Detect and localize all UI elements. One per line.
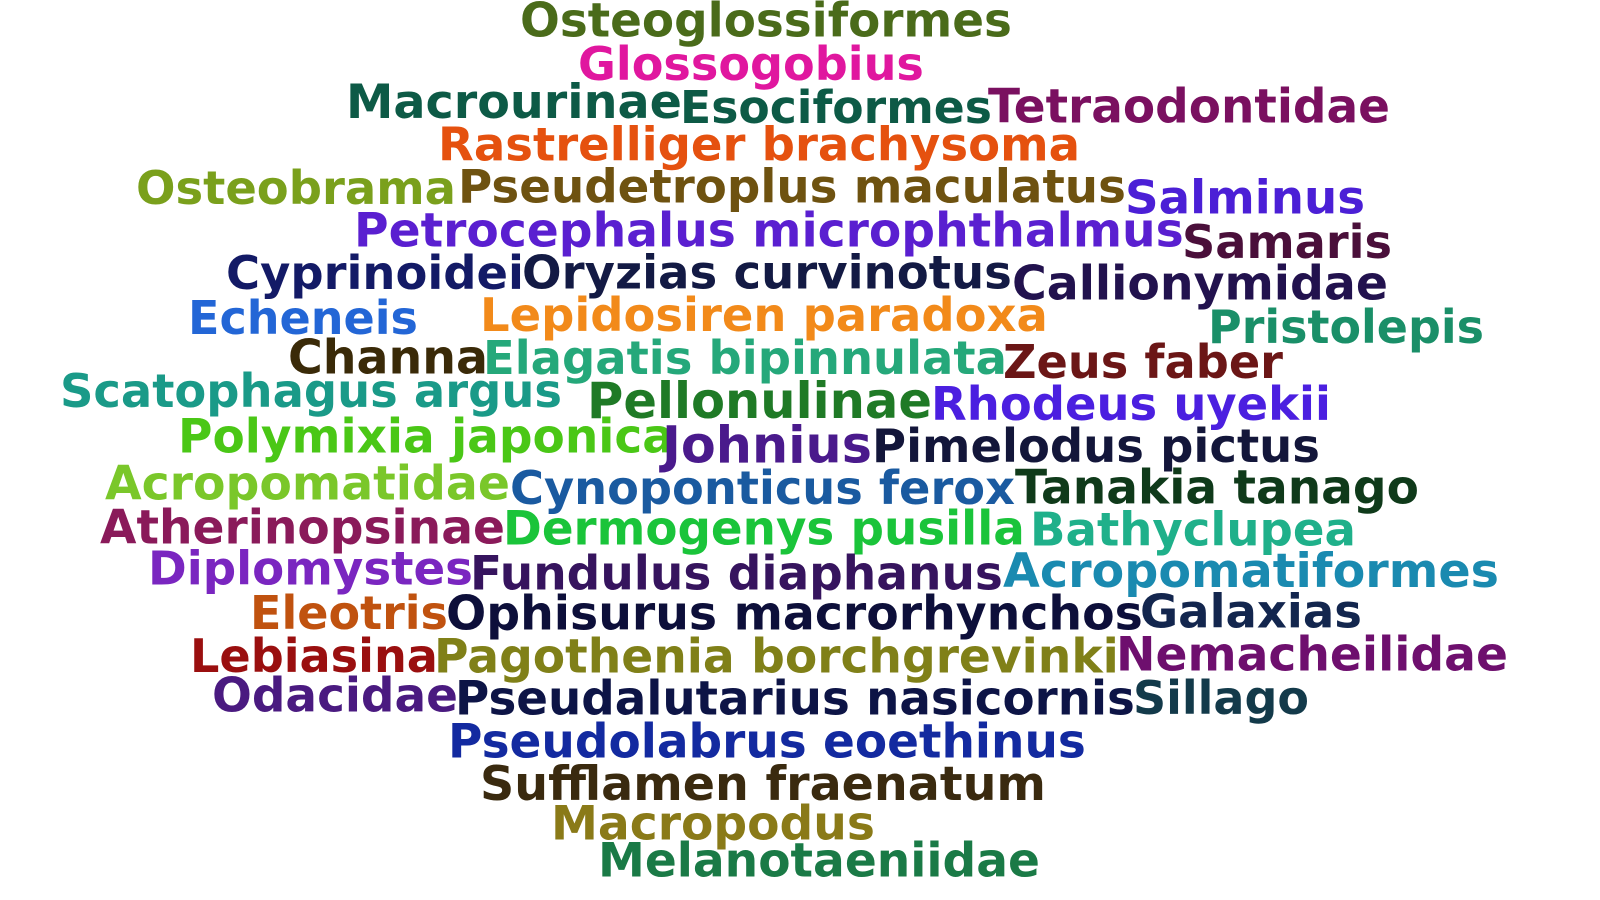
word-cloud-word: Eleotris bbox=[250, 585, 448, 640]
word-cloud-word: Scatophagus argus bbox=[60, 363, 562, 418]
word-cloud-word: Callionymidae bbox=[1012, 256, 1388, 312]
word-cloud-word: Pseudolabrus eoethinus bbox=[448, 714, 1086, 770]
word-cloud-word: Pristolepis bbox=[1208, 300, 1484, 355]
word-cloud-word: Tetraodontidae bbox=[988, 79, 1391, 135]
word-cloud-word: Lepidosiren paradoxa bbox=[480, 287, 1048, 342]
word-cloud-word: Tanakia tanago bbox=[1015, 460, 1419, 516]
word-cloud-word: Channa bbox=[288, 330, 488, 386]
word-cloud-word: Polymixia japonica bbox=[178, 409, 674, 465]
word-cloud-word: Pseudalutarius nasicornis bbox=[455, 672, 1135, 727]
word-cloud-word: Melanotaeniidae bbox=[598, 833, 1040, 889]
word-cloud-word: Dermogenys pusilla bbox=[503, 502, 1025, 557]
word-cloud-word: Pimelodus pictus bbox=[872, 418, 1320, 473]
word-cloud-word: Samaris bbox=[1182, 214, 1392, 269]
word-cloud-word: Osteoglossiformes bbox=[520, 0, 1012, 49]
word-cloud-word: Macrourinae bbox=[346, 75, 682, 131]
word-cloud-word: Galaxias bbox=[1140, 584, 1362, 639]
word-cloud-word: Acropomatiformes bbox=[1003, 544, 1499, 600]
word-cloud-word: Salminus bbox=[1125, 171, 1365, 226]
word-cloud-word: Rhodeus uyekii bbox=[931, 376, 1331, 431]
word-cloud-word: Echeneis bbox=[188, 290, 418, 345]
word-cloud-word: Pellonulinae bbox=[587, 372, 932, 431]
word-cloud-word: Atherinopsinae bbox=[100, 500, 505, 556]
word-cloud-word: Petrocephalus microphthalmus bbox=[354, 203, 1184, 259]
word-cloud-word: Pseudetroplus maculatus bbox=[458, 160, 1126, 215]
word-cloud-word: Osteobrama bbox=[136, 160, 456, 215]
word-cloud-word: Odacidae bbox=[212, 668, 458, 724]
word-cloud-word: Sufflamen fraenatum bbox=[480, 757, 1046, 813]
word-cloud-word: Esociformes bbox=[680, 81, 992, 135]
word-cloud-word: Glossogobius bbox=[578, 36, 924, 91]
word-cloud-word: Oryzias curvinotus bbox=[522, 245, 1012, 300]
word-cloud-word: Fundulus diaphanus bbox=[470, 546, 1003, 602]
word-cloud-word: Johnius bbox=[662, 415, 872, 475]
word-cloud-word: Cynoponticus ferox bbox=[510, 460, 1015, 515]
word-cloud-word: Rastrelliger brachysoma bbox=[438, 117, 1080, 172]
word-cloud-word: Bathyclupea bbox=[1030, 502, 1356, 557]
word-cloud-word: Acropomatidae bbox=[105, 456, 510, 512]
word-cloud-word: Cyprinoidei bbox=[226, 245, 524, 300]
word-cloud-word: Lebiasina bbox=[190, 628, 438, 683]
word-cloud-word: Elagatis bipinnulata bbox=[483, 330, 1007, 385]
word-cloud-word: Macropodus bbox=[551, 796, 875, 852]
word-cloud-word: Ophisurus macrorhynchos bbox=[446, 586, 1143, 642]
word-cloud-word: Pagothenia borchgrevinki bbox=[434, 629, 1119, 685]
word-cloud-word: Diplomystes bbox=[148, 542, 473, 597]
word-cloud-word: Zeus faber bbox=[1003, 334, 1283, 389]
word-cloud-word: Sillago bbox=[1133, 671, 1310, 725]
word-cloud-word: Nemacheilidae bbox=[1116, 627, 1508, 683]
